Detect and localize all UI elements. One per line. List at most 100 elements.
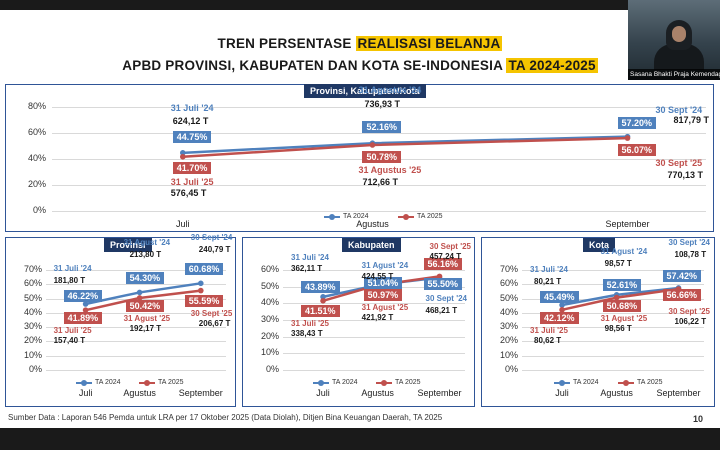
title-highlight-1: REALISASI BELANJA xyxy=(355,36,503,51)
provinsi-date-label-2024: 31 Agust '24 xyxy=(123,238,171,248)
kabupaten-y-tick-label: 50% xyxy=(260,280,279,291)
main-y-tick-label: 80% xyxy=(27,101,46,111)
main-x-tick-label: Juli xyxy=(176,219,190,229)
main-value-label-2025: 41.70% xyxy=(172,161,212,174)
main-amount-label-2024: 817,79 T xyxy=(673,114,710,125)
main-amount-label-2025: 712,66 T xyxy=(362,176,398,187)
kabupaten-chart-title: Kabupaten xyxy=(342,238,401,252)
kota-y-tick-label: 10% xyxy=(499,349,518,360)
kota-data-point-2025 xyxy=(613,294,620,301)
source-note: Sumber Data : Laporan 546 Pemda untuk LR… xyxy=(8,413,443,422)
main-legend-item-2025: TA 2025 xyxy=(398,213,443,220)
provinsi-data-point-2024 xyxy=(136,289,143,296)
bottom-bar xyxy=(0,428,720,450)
provinsi-data-point-2025 xyxy=(82,307,89,313)
provinsi-amount-label-2024: 213,80 T xyxy=(129,250,162,260)
main-value-label-2025: 50.78% xyxy=(362,150,401,163)
kota-gridline xyxy=(522,355,704,357)
kabupaten-amount-label-2024: 468,21 T xyxy=(425,305,458,315)
provinsi-x-tick-label: September xyxy=(178,388,223,398)
provinsi-legend-label: TA 2024 xyxy=(95,379,121,386)
kabupaten-date-label-2025: 30 Sept '25 xyxy=(429,242,471,252)
provinsi-value-label-2025: 50.42% xyxy=(125,299,165,312)
kota-legend-swatch xyxy=(554,379,570,386)
kabupaten-amount-label-2025: 457,24 T xyxy=(429,252,462,262)
kota-x-tick-label: Juli xyxy=(555,388,569,398)
kota-amount-label-2025: 98,56 T xyxy=(604,323,632,333)
provinsi-amount-label-2025: 192,17 T xyxy=(129,323,162,333)
top-bar xyxy=(0,0,720,10)
kota-legend-label: TA 2024 xyxy=(573,379,599,386)
kota-date-label-2025: 31 Juli '25 xyxy=(530,325,568,335)
kota-amount-label-2025: 80,62 T xyxy=(534,335,562,345)
kota-value-label-2024: 57.42% xyxy=(662,269,702,282)
main-x-tick-label: September xyxy=(605,219,650,229)
provinsi-value-label-2024: 46.22% xyxy=(63,289,103,302)
kabupaten-date-label-2025: 31 Juli '25 xyxy=(291,318,329,328)
main-legend-label: TA 2024 xyxy=(343,213,369,220)
main-value-label-2024: 57.20% xyxy=(617,116,657,129)
kota-x-tick-label: Agustus xyxy=(600,388,633,398)
kabupaten-legend-label: TA 2024 xyxy=(332,379,358,386)
slide-title-line1: TREN PERSENTASE REALISASI BELANJA xyxy=(0,36,720,51)
kota-value-label-2025: 50.68% xyxy=(602,299,642,312)
main-data-point-2025 xyxy=(624,135,631,141)
kota-value-label-2025: 42.12% xyxy=(540,311,579,324)
kabupaten-amount-label-2025: 338,43 T xyxy=(291,328,323,338)
kabupaten-legend-item-2024: TA 2024 xyxy=(313,379,358,386)
kota-chart-title: Kota xyxy=(583,238,615,252)
kabupaten-x-tick-label: September xyxy=(417,388,462,398)
main-y-tick-label: 20% xyxy=(27,179,46,189)
kabupaten-date-label-2024: 31 Juli '24 xyxy=(291,252,329,262)
kabupaten-legend-swatch xyxy=(313,379,329,386)
main-x-tick-label: Agustus xyxy=(356,219,389,229)
kabupaten-data-point-2024 xyxy=(320,294,326,300)
kabupaten-x-tick-label: Juli xyxy=(316,388,330,398)
provinsi-chart-title: Provinsi xyxy=(104,238,152,252)
kota-lines xyxy=(559,285,682,313)
provinsi-gridline xyxy=(46,370,226,371)
main-data-point-2024 xyxy=(180,150,186,156)
kota-amount-label-2024: 108,78 T xyxy=(674,249,707,259)
kota-y-tick-label: 30% xyxy=(499,321,518,332)
kota-y-tick-label: 70% xyxy=(499,264,518,274)
kota-legend-label: TA 2025 xyxy=(637,379,663,386)
kota-data-point-2025 xyxy=(559,307,565,313)
main-amount-label-2025: 770,13 T xyxy=(667,170,704,181)
provinsi-y-tick-label: 60% xyxy=(23,278,42,289)
kabupaten-amount-label-2024: 424,55 T xyxy=(361,271,394,281)
kota-chart: Kota 70% 60% 50% 40% 30% 20% 10% 0% 45.49% 31 Juli… xyxy=(482,238,714,406)
provinsi-date-label-2024: 31 Juli '24 xyxy=(53,263,92,273)
provinsi-value-label-2025: 55.59% xyxy=(184,294,224,307)
provinsi-value-label-2024: 60.68% xyxy=(184,263,224,276)
main-lines xyxy=(180,133,631,160)
kabupaten-data-point-2025 xyxy=(320,298,326,304)
kota-y-tick-label: 60% xyxy=(499,278,518,289)
provinsi-amount-label-2025: 206,67 T xyxy=(198,318,231,328)
provinsi-x-tick-label: Agustus xyxy=(123,388,156,398)
kota-value-label-2024: 45.49% xyxy=(540,291,579,303)
title-highlight-2: TA 2024-2025 xyxy=(506,58,598,73)
provinsi-y-tick-label: 20% xyxy=(23,335,42,346)
provinsi-y-tick-label: 50% xyxy=(23,292,42,303)
provinsi-data-point-2024 xyxy=(198,280,204,287)
kabupaten-legend-label: TA 2025 xyxy=(395,379,421,386)
provinsi-gridline xyxy=(46,312,226,314)
webcam-thumbnail[interactable]: Sasana Bhakti Praja Kemendagri xyxy=(628,0,720,80)
provinsi-value-label-2024: 54.30% xyxy=(125,272,165,285)
kabupaten-y-tick-label: 20% xyxy=(260,330,279,341)
kabupaten-gridline xyxy=(283,303,465,305)
kota-legend-item-2025: TA 2025 xyxy=(618,379,663,386)
provinsi-data-point-2024 xyxy=(82,301,89,307)
kota-y-tick-label: 0% xyxy=(504,364,518,374)
provinsi-legend-item-2025: TA 2025 xyxy=(139,379,184,386)
provinsi-y-tick-label: 40% xyxy=(23,306,42,317)
main-y-tick-label: 60% xyxy=(27,127,46,137)
provinsi-date-label-2025: 30 Sept '25 xyxy=(190,308,233,318)
kabupaten-chart: Kabupaten 60% 50% 40% 30% 20% 10% 0% 43.89% 31 Ju… xyxy=(243,238,474,406)
main-amount-label-2024: 624,12 T xyxy=(172,115,209,126)
provinsi-chart-panel: Provinsi 70% 60% 50% 40% 30% 20% 10% 0% 46.22% 31 … xyxy=(5,233,236,407)
kota-date-label-2024: 31 Agust '24 xyxy=(600,246,648,256)
main-value-label-2025: 56.07% xyxy=(617,144,657,157)
kota-gridline xyxy=(522,370,704,371)
